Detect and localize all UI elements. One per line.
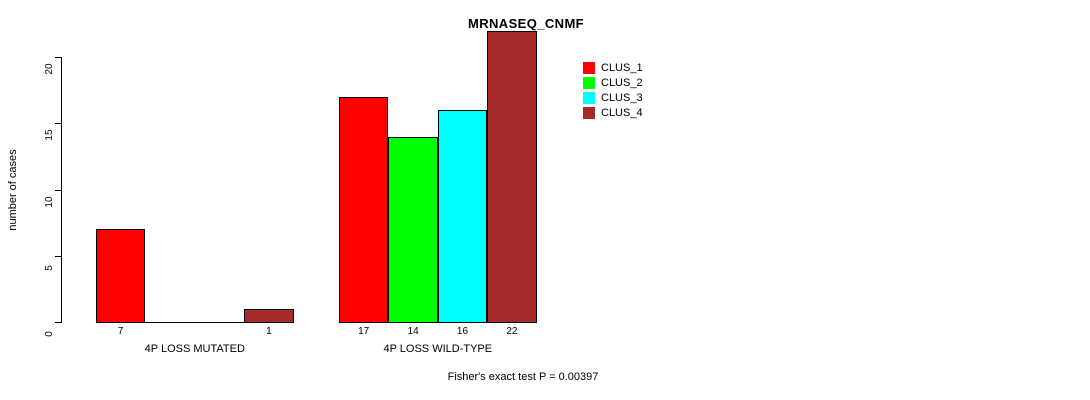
bar[interactable] [388,136,438,323]
legend-item-label: CLUS_3 [601,91,643,104]
x-axis-segment [96,322,294,323]
legend-swatch-icon [583,76,595,89]
legend-item-label: CLUS_1 [601,61,643,74]
y-axis-line [61,57,62,323]
y-tick-mark [55,322,61,323]
y-tick-label-text: 10 [44,195,55,208]
y-axis-title: number of cases [7,149,19,231]
y-tick-mark [55,255,61,257]
legend: CLUS_1 CLUS_2 CLUS_3 CLUS_4 [583,60,643,120]
legend-item-label: CLUS_4 [601,106,643,119]
group-label: 4P LOSS MUTATED [144,343,245,355]
y-tick-label: 0 [26,316,55,337]
bar-value-label: 7 [117,326,124,337]
group-label: 4P LOSS WILD-TYPE [383,343,493,355]
page-title: MRNASEQ_CNMF [467,16,585,31]
bar[interactable] [96,229,146,323]
y-tick-label-text: 20 [44,63,55,75]
bar-value-label: 14 [407,326,419,337]
bar[interactable] [487,30,537,323]
bar-value-label: 1 [266,326,272,337]
y-tick-label-text: 5 [44,264,55,271]
y-tick-label: 5 [26,250,55,271]
y-tick-label: 15 [26,117,55,141]
y-tick-label: 10 [26,184,55,207]
y-tick-mark [55,123,61,125]
bar[interactable] [339,96,389,323]
legend-item[interactable]: CLUS_3 [583,90,643,105]
y-tick-label: 20 [26,51,55,74]
y-tick-mark [55,57,61,58]
bar-value-label: 22 [506,326,518,337]
legend-item[interactable]: CLUS_2 [583,75,643,90]
bar-value-label: 17 [358,326,370,337]
bar-value-label: 16 [456,326,469,337]
legend-swatch-icon [583,61,595,74]
y-tick-label-text: 0 [44,331,55,337]
y-tick-label-text: 15 [44,129,55,141]
legend-item[interactable]: CLUS_4 [583,105,643,120]
bar[interactable] [437,110,488,323]
legend-item-label: CLUS_2 [601,76,643,89]
y-tick-mark [55,189,61,191]
bar[interactable] [244,308,294,323]
legend-item[interactable]: CLUS_1 [583,60,643,75]
plot-area: number of cases 0 5 10 15 20 7 1 17 14 16 22 4P L… [7,30,537,355]
legend-swatch-icon [583,91,595,104]
statistical-annotation: Fisher's exact test P = 0.00397 [447,371,599,383]
legend-swatch-icon [583,106,595,119]
